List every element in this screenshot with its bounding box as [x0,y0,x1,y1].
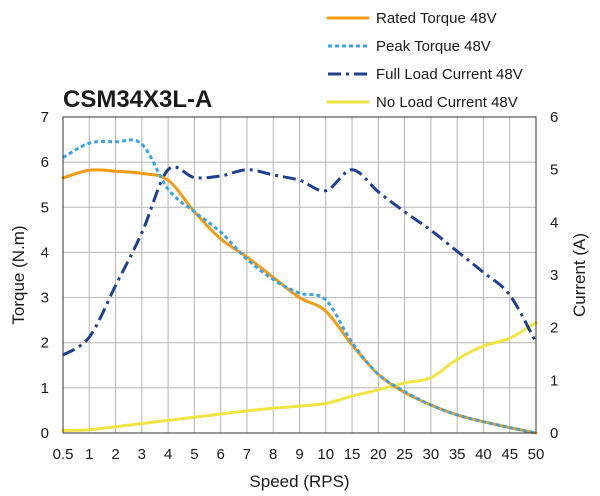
left-tick-label: 3 [41,290,49,307]
left-axis-label: Torque (N.m) [9,225,28,324]
legend-label: Full Load Current 48V [376,66,523,83]
left-tick-label: 2 [41,335,49,352]
x-tick-label: 25 [396,446,413,463]
x-tick-label: 2 [111,446,119,463]
series-line-2 [62,138,537,435]
legend-label: Peak Torque 48V [376,38,491,55]
x-tick-label: 3 [138,446,146,463]
left-tick-label: 4 [41,244,49,261]
legend-label: Rated Torque 48V [376,10,497,27]
series-line-4 [61,320,538,432]
right-axis-label: Current (A) [570,233,589,317]
x-axis-ticks: 0.5 1 2 3 4 5 6 7 8 9 10 15 20 25 30 35 40 45 50 [53,446,545,463]
legend-label: No Load Current 48V [376,94,518,111]
x-tick-label: 5 [190,446,198,463]
series-line-3 [62,165,538,357]
x-tick-label: 15 [344,446,361,463]
left-tick-label: 0 [41,425,49,442]
x-tick-label: 10 [317,446,334,463]
x-tick-label: 9 [295,446,303,463]
x-tick-label: 4 [164,446,172,463]
legend: Rated Torque 48V Peak Torque 48V Full Load… [326,10,523,111]
x-axis-label: Speed (RPS) [249,472,349,491]
x-tick-label: 30 [423,446,440,463]
left-axis-ticks: 0 1 2 3 4 5 6 7 [41,109,49,442]
x-tick-label: 0.5 [53,446,74,463]
right-tick-label: 0 [550,425,558,442]
grid [63,117,536,433]
x-tick-label: 7 [243,446,251,463]
chart-title: CSM34X3L-A [63,86,212,113]
left-tick-label: 1 [41,380,49,397]
left-tick-label: 6 [41,154,49,171]
left-tick-label: 5 [41,199,49,216]
right-tick-label: 4 [550,214,558,231]
right-tick-label: 1 [550,372,558,389]
left-tick-label: 7 [41,109,49,126]
series-layer [61,138,538,435]
right-tick-label: 6 [550,109,558,126]
plot-frame [62,116,537,434]
right-tick-label: 5 [550,162,558,179]
x-tick-label: 6 [216,446,224,463]
right-tick-label: 3 [550,267,558,284]
x-tick-label: 20 [370,446,387,463]
x-tick-label: 40 [475,446,492,463]
x-tick-label: 35 [449,446,466,463]
right-axis-ticks: 0 1 2 3 4 5 6 [550,109,558,442]
x-tick-label: 45 [501,446,518,463]
right-tick-label: 2 [550,320,558,337]
x-tick-label: 8 [269,446,277,463]
x-tick-label: 1 [85,446,93,463]
x-tick-label: 50 [528,446,545,463]
